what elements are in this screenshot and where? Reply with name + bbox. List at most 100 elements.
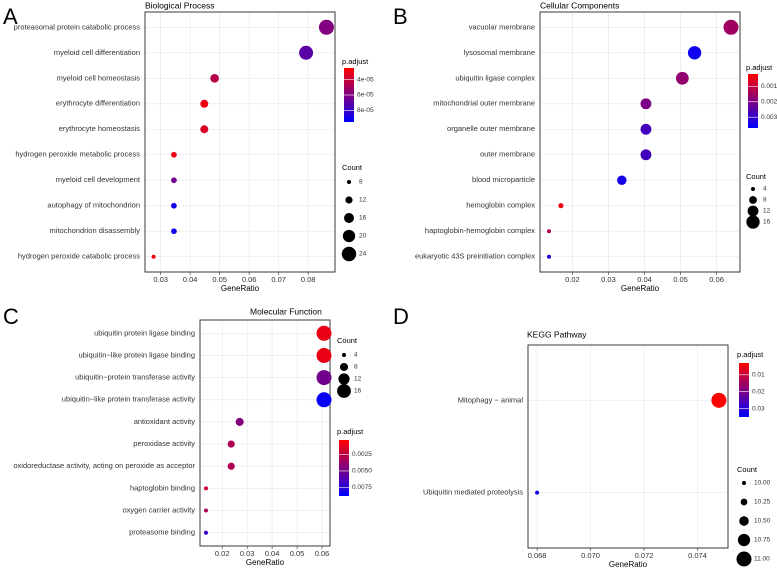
dot bbox=[200, 99, 209, 108]
size-legend-title: Count bbox=[746, 172, 767, 181]
size-legend-title: Count bbox=[737, 465, 758, 474]
panel-title: Molecular Function bbox=[250, 306, 322, 316]
dot bbox=[558, 203, 564, 209]
dot bbox=[203, 530, 208, 535]
x-tick-label: 0.07 bbox=[271, 275, 286, 284]
colorbar-tick-label: 0.01 bbox=[752, 372, 765, 379]
size-legend-title: Count bbox=[342, 163, 363, 172]
size-legend-dot bbox=[749, 196, 757, 204]
x-tick-label: 0.06 bbox=[242, 275, 257, 284]
colorbar bbox=[748, 74, 758, 128]
colorbar-tick-label: 4e-05 bbox=[357, 76, 374, 83]
colorbar-tick-label: 6e-05 bbox=[357, 92, 374, 99]
colorbar-tick-label: 0.02 bbox=[752, 388, 765, 395]
x-tick-label: 0.08 bbox=[301, 275, 316, 284]
size-legend-label: 12 bbox=[354, 376, 362, 383]
category-label: erythrocyte homeostasis bbox=[59, 124, 141, 133]
dot bbox=[711, 392, 727, 408]
x-axis-title: GeneRatio bbox=[621, 284, 660, 293]
colorbar bbox=[339, 440, 349, 496]
size-legend-label: 11.00 bbox=[754, 556, 770, 563]
x-tick-label: 0.070 bbox=[581, 551, 600, 560]
dot bbox=[171, 151, 177, 158]
panel-letter: A bbox=[3, 4, 18, 29]
category-label: haptoglobin binding bbox=[130, 483, 195, 492]
category-label: lysosomal membrane bbox=[464, 48, 535, 57]
size-legend-dot bbox=[342, 229, 356, 243]
colorbar-tick-label: 0.0025 bbox=[352, 451, 372, 458]
category-label: mitochondrial outer membrane bbox=[433, 99, 535, 108]
category-label: haptoglobin-hemoglobin complex bbox=[425, 226, 535, 235]
x-tick-label: 0.05 bbox=[673, 275, 688, 284]
dot bbox=[227, 440, 235, 448]
category-label: autophagy of mitochondrion bbox=[47, 201, 140, 210]
size-legend-label: 10.00 bbox=[754, 480, 771, 487]
color-legend-title: p.adjust bbox=[342, 57, 369, 66]
category-label: ubiquitin−like protein ligase binding bbox=[78, 350, 195, 359]
dot bbox=[547, 229, 552, 234]
category-label: mitochondrion disassembly bbox=[50, 226, 141, 235]
dot bbox=[723, 19, 739, 35]
size-legend-label: 4 bbox=[763, 186, 767, 193]
size-legend-dot bbox=[740, 498, 748, 506]
size-legend-label: 10.75 bbox=[754, 537, 771, 544]
x-tick-label: 0.05 bbox=[290, 549, 305, 558]
category-label: myeloid cell homeostasis bbox=[57, 73, 141, 82]
size-legend-label: 8 bbox=[354, 364, 358, 371]
size-legend-dot bbox=[339, 362, 349, 372]
x-tick-label: 0.03 bbox=[601, 275, 616, 284]
dot bbox=[316, 370, 332, 386]
plot-border bbox=[539, 11, 741, 273]
category-label: erythrocyte differentiation bbox=[56, 99, 140, 108]
dot bbox=[535, 490, 540, 495]
x-tick-label: 0.04 bbox=[183, 275, 198, 284]
panel-title: KEGG Pathway bbox=[527, 329, 587, 339]
dot bbox=[316, 325, 332, 341]
dot bbox=[640, 149, 652, 161]
category-label: ubiquitin−like protein transferase activ… bbox=[62, 395, 195, 404]
dot bbox=[171, 228, 177, 235]
size-legend-label: 10.50 bbox=[754, 518, 771, 525]
colorbar-tick-label: 0.003 bbox=[761, 114, 777, 121]
size-legend-label: 24 bbox=[359, 251, 367, 258]
dot bbox=[675, 71, 689, 85]
colorbar-tick-label: 0.0050 bbox=[352, 468, 372, 475]
dot bbox=[171, 202, 177, 209]
category-label: proteasome binding bbox=[129, 528, 195, 537]
colorbar-tick-label: 0.001 bbox=[761, 83, 777, 90]
dot bbox=[316, 347, 332, 363]
plot-background bbox=[199, 319, 331, 547]
dot bbox=[318, 19, 334, 35]
colorbar bbox=[739, 363, 749, 417]
category-label: peroxidase activity bbox=[133, 439, 195, 448]
dot bbox=[640, 98, 652, 110]
size-legend-dot bbox=[747, 205, 759, 217]
size-legend-label: 8 bbox=[359, 179, 363, 186]
panel-letter: D bbox=[393, 304, 409, 329]
colorbar-tick-label: 0.0075 bbox=[352, 484, 372, 491]
x-tick-label: 0.04 bbox=[265, 549, 280, 558]
dot bbox=[316, 392, 332, 408]
size-legend-dot bbox=[344, 213, 354, 223]
plot-border bbox=[199, 319, 331, 547]
size-legend-dot bbox=[739, 516, 749, 526]
category-label: ubiquitin ligase complex bbox=[455, 73, 535, 82]
size-legend-dot bbox=[345, 196, 353, 204]
plot-background bbox=[527, 344, 729, 549]
color-legend-title: p.adjust bbox=[746, 63, 773, 72]
size-legend-label: 16 bbox=[354, 388, 362, 395]
panel-letter: B bbox=[393, 4, 408, 29]
category-label: vacuolar membrane bbox=[469, 22, 535, 31]
x-tick-label: 0.02 bbox=[215, 549, 230, 558]
dot bbox=[151, 254, 156, 259]
plot-background bbox=[539, 11, 741, 273]
size-legend-dot bbox=[337, 384, 351, 398]
dot bbox=[235, 417, 244, 426]
x-tick-label: 0.06 bbox=[709, 275, 724, 284]
colorbar-tick-label: 0.03 bbox=[752, 405, 765, 412]
dot bbox=[203, 486, 208, 491]
size-legend-label: 16 bbox=[763, 219, 771, 226]
dot bbox=[547, 254, 552, 259]
color-legend-title: p.adjust bbox=[737, 350, 764, 359]
